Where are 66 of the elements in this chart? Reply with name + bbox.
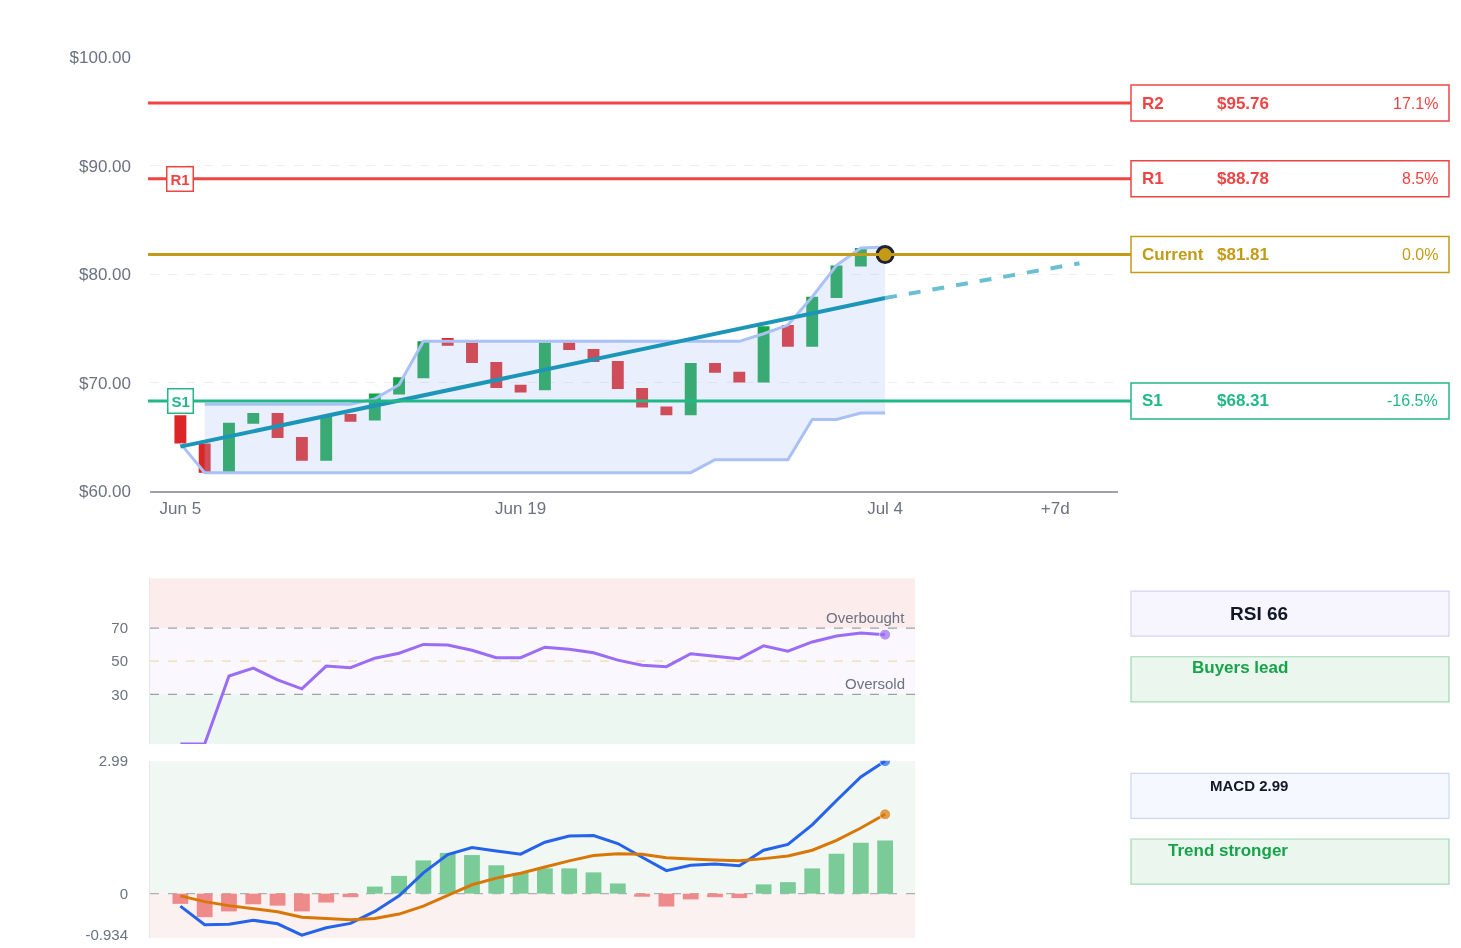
- text: $81.81: [1217, 245, 1269, 264]
- text: 8.5%: [1402, 170, 1439, 187]
- line-series: [178, 411, 887, 475]
- bar: [537, 868, 553, 894]
- bar: [293, 893, 310, 912]
- ref-line-label: Oversold: [845, 675, 906, 692]
- text: Trend stronger: [1168, 841, 1289, 860]
- bar: [828, 853, 845, 894]
- bar: [439, 852, 456, 894]
- bar: [634, 893, 650, 897]
- bar: [561, 868, 578, 894]
- candlestick: [514, 384, 527, 393]
- text: Current: [1142, 245, 1204, 264]
- x-tick-label: Jun 19: [495, 498, 547, 518]
- text: R2: [1142, 94, 1164, 113]
- text: $95.76: [1217, 94, 1269, 113]
- text: $88.78: [1217, 169, 1269, 188]
- text: -16.5%: [1387, 392, 1438, 409]
- text: MACD 2.99: [1210, 777, 1289, 794]
- bar: [609, 883, 626, 894]
- y-tick-label: $60.00: [79, 482, 131, 502]
- y-tick-label: $100.00: [69, 47, 131, 67]
- y-tick-label: 30: [111, 685, 128, 703]
- candlestick: [344, 414, 357, 422]
- x-tick-label: Jul 4: [867, 498, 904, 518]
- bar: [780, 882, 796, 894]
- bar: [245, 893, 262, 905]
- candlestick: [247, 413, 260, 424]
- text: $68.31: [1217, 391, 1269, 410]
- bar: [512, 872, 529, 894]
- text: 17.1%: [1393, 95, 1439, 112]
- ref-line-label: R1: [170, 170, 190, 188]
- y-tick-label: $80.00: [79, 265, 131, 285]
- x-tick-label: Jun 5: [159, 498, 202, 518]
- y-tick-label: $70.00: [79, 373, 131, 393]
- y-tick-label: 0: [119, 884, 128, 902]
- text: S1: [1142, 391, 1163, 410]
- bar: [366, 886, 383, 894]
- bar: [464, 855, 480, 894]
- y-tick-label: 2.99: [98, 752, 128, 770]
- bar: [658, 893, 675, 907]
- y-tick-label: 50: [111, 652, 128, 670]
- x-tick-label: +7d: [1040, 498, 1070, 518]
- text: R1: [1142, 169, 1164, 188]
- candlestick: [174, 415, 187, 444]
- ref-line-label: S1: [171, 392, 190, 410]
- y-tick-label: 70: [111, 619, 128, 637]
- bar: [391, 875, 407, 894]
- bar: [852, 842, 869, 894]
- candlestick: [733, 371, 746, 383]
- candlestick: [660, 406, 673, 416]
- candlestick: [709, 363, 721, 373]
- text: 0.0%: [1402, 246, 1439, 263]
- bar: [318, 893, 335, 903]
- bar: [804, 868, 821, 894]
- y-tick-label: -0.934: [85, 926, 128, 944]
- text: RSI 66: [1230, 603, 1289, 624]
- bar: [585, 872, 602, 894]
- bar: [731, 893, 748, 899]
- y-tick-label: $90.00: [79, 156, 131, 176]
- bar: [269, 893, 286, 906]
- ref-line-label: Overbought: [826, 609, 906, 626]
- bar: [877, 840, 894, 894]
- candlestick: [757, 326, 770, 383]
- bar: [755, 884, 772, 894]
- text: Buyers lead: [1192, 658, 1289, 677]
